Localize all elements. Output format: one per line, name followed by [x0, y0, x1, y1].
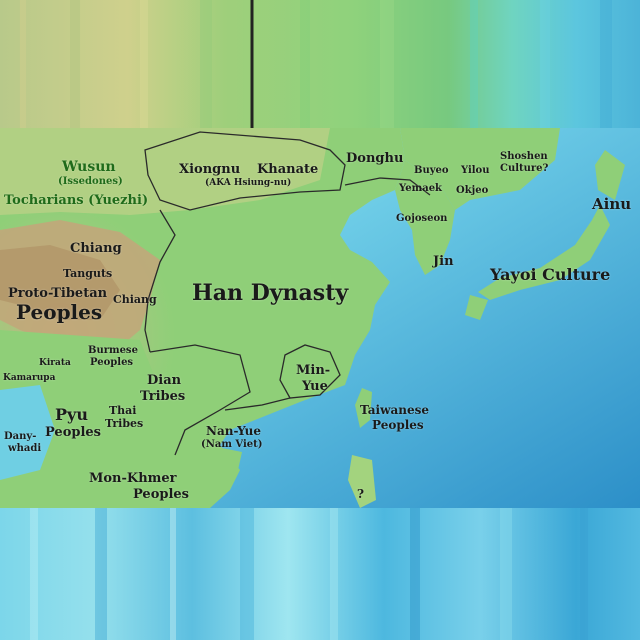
- label-dian: Dian: [147, 373, 182, 388]
- label-tocharians: Tocharians (Yuezhi): [4, 193, 149, 208]
- label-wusun: Wusun: [62, 159, 116, 175]
- label-jin: Jin: [433, 254, 454, 269]
- label-tanguts: Tanguts: [63, 267, 113, 280]
- label-yayoi-culture: Yayoi Culture: [490, 265, 611, 284]
- label-aka-hsiung-nu: (AKA Hsiung-nu): [205, 178, 292, 188]
- label-thai: Thai: [109, 404, 137, 417]
- label-burmese-peoples: Peoples: [90, 357, 134, 368]
- label-xiongnu: Xiongnu: [179, 162, 241, 177]
- label-nam-viet: (Nam Viet): [201, 439, 263, 450]
- label-shoshen: Shoshen: [500, 151, 548, 162]
- label-han-dynasty: Han Dynasty: [192, 280, 349, 306]
- label-burmese: Burmese: [88, 345, 138, 356]
- label-pyu-peoples: Peoples: [45, 425, 101, 440]
- label-kirata: Kirata: [39, 358, 71, 368]
- label-danywhadi-1: Dany-: [4, 431, 37, 442]
- label-buyeo: Buyeo: [414, 165, 449, 176]
- label-okjeo: Okjeo: [456, 185, 489, 196]
- label-mon-khmer: Mon-Khmer: [89, 471, 177, 486]
- label-khanate: Khanate: [257, 162, 319, 177]
- label-taiwanese: Taiwanese: [360, 403, 429, 417]
- label-dian-tribes: Tribes: [140, 389, 186, 404]
- label-ainu: Ainu: [592, 195, 632, 213]
- label-mon-khmer-peoples: Peoples: [133, 487, 189, 502]
- label-gojoseon: Gojoseon: [396, 213, 448, 224]
- label-yilou: Yilou: [461, 165, 490, 176]
- label-min: Min-: [296, 363, 331, 378]
- label-kamarupa: Kamarupa: [3, 373, 56, 383]
- label-question-mark: ?: [357, 487, 365, 501]
- label-culture-q: Culture?: [500, 163, 549, 174]
- label-danywhadi-2: whadi: [8, 443, 42, 454]
- label-chiang-north: Chiang: [70, 241, 122, 256]
- label-thai-tribes: Tribes: [105, 417, 144, 430]
- label-chiang-south: Chiang: [113, 293, 157, 306]
- label-pyu: Pyu: [55, 405, 88, 424]
- label-yue: Yue: [302, 379, 328, 394]
- label-tibetan-peoples: Peoples: [16, 300, 103, 324]
- label-issedones: (Issedones): [58, 176, 123, 187]
- label-taiwanese-peoples: Peoples: [372, 418, 424, 432]
- label-yemaek: Yemaek: [399, 183, 442, 194]
- label-nan-yue: Nan-Yue: [206, 424, 262, 438]
- label-proto-tibetan: Proto-Tibetan: [8, 286, 108, 301]
- label-donghu: Donghu: [346, 151, 404, 166]
